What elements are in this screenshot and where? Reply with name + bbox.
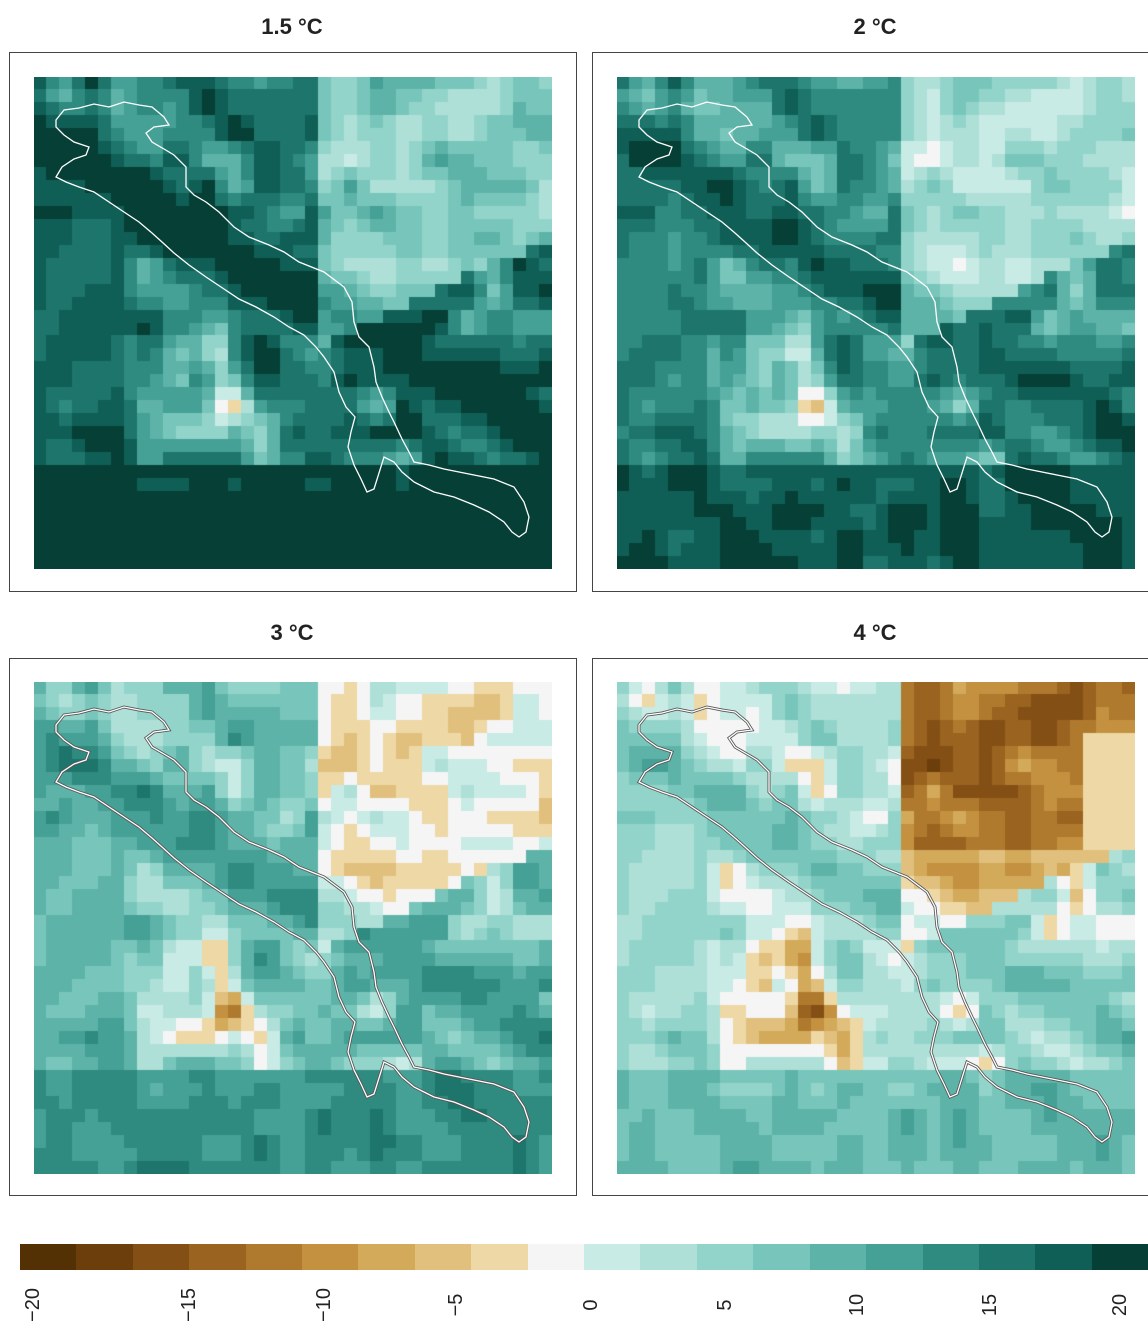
colorbar-tick-label: −20 <box>22 1288 44 1322</box>
panel-title-1-5c: 1.5 °C <box>261 14 323 39</box>
colorbar-swatch <box>809 1244 867 1270</box>
colorbar-swatch <box>1091 1244 1148 1270</box>
raster-map-4c <box>617 682 1135 1174</box>
colorbar-swatch <box>1035 1244 1092 1270</box>
raster-map-3c <box>34 682 552 1174</box>
colorbar-tick-label: 5 <box>714 1299 736 1311</box>
colorbar-swatch <box>302 1244 359 1270</box>
colorbar-swatch <box>866 1244 923 1270</box>
colorbar-tick-label: −5 <box>445 1293 467 1317</box>
colorbar-tick-label: 0 <box>580 1299 602 1311</box>
colorbar-swatch <box>358 1244 415 1270</box>
colorbar-tick-label: −10 <box>313 1288 335 1322</box>
colorbar-swatch <box>20 1244 77 1270</box>
panel-title-3c: 3 °C <box>270 620 314 645</box>
colorbar-swatch <box>76 1244 133 1270</box>
raster-map-2c <box>617 77 1135 569</box>
raster-map-1-5c <box>34 77 552 569</box>
colorbar <box>20 1244 1148 1270</box>
colorbar-swatch <box>527 1244 585 1270</box>
colorbar-swatch <box>584 1244 641 1270</box>
panel-title-2c: 2 °C <box>853 14 897 39</box>
colorbar-swatch <box>753 1244 810 1270</box>
colorbar-swatch <box>471 1244 528 1270</box>
colorbar-swatch <box>696 1244 754 1270</box>
colorbar-swatch <box>132 1244 190 1270</box>
colorbar-tick-label: 15 <box>979 1293 1001 1317</box>
colorbar-swatch <box>189 1244 246 1270</box>
colorbar-swatch <box>640 1244 697 1270</box>
colorbar-swatch <box>978 1244 1036 1270</box>
colorbar-swatch <box>922 1244 979 1270</box>
colorbar-tick-label: 20 <box>1109 1293 1131 1317</box>
colorbar-tick-label: 10 <box>846 1293 868 1317</box>
colorbar-swatch <box>414 1244 472 1270</box>
panel-title-4c: 4 °C <box>853 620 897 645</box>
colorbar-tick-label: −15 <box>178 1288 200 1322</box>
colorbar-swatch <box>245 1244 303 1270</box>
